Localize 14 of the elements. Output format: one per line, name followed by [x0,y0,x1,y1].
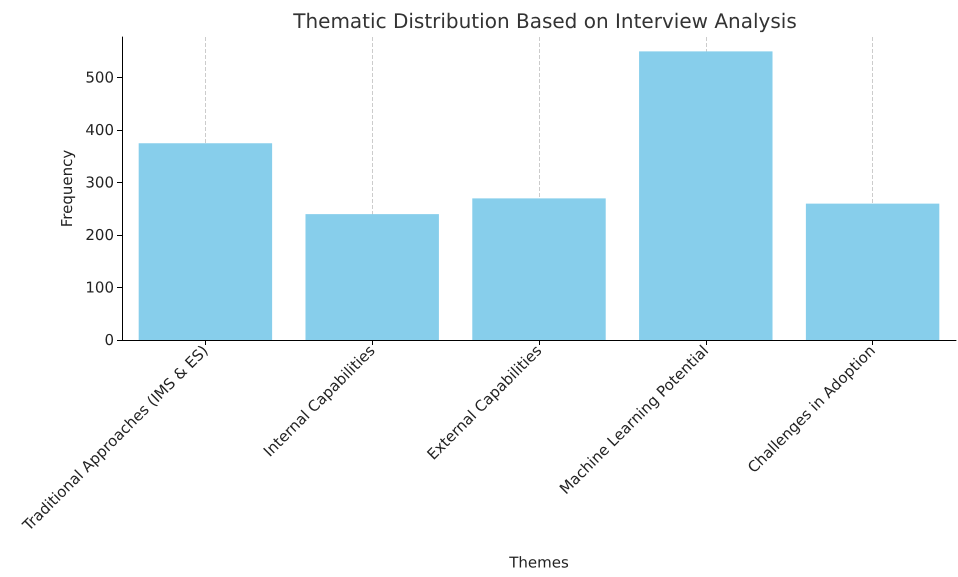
bar [138,143,272,340]
bar [639,51,773,340]
chart-title: Thematic Distribution Based on Interview Analysis [292,9,797,33]
y-tick-label: 100 [85,278,114,297]
y-tick-label: 300 [85,174,114,192]
bar [472,198,606,340]
y-axis-title: Frequency [58,150,76,228]
x-axis-title: Themes [508,554,569,572]
y-tick-label: 500 [85,68,114,87]
y-tick-label: 400 [85,121,114,140]
y-tick-label: 0 [104,331,114,349]
y-tick-label: 200 [85,226,114,244]
bar [806,204,940,340]
bar [305,214,439,340]
